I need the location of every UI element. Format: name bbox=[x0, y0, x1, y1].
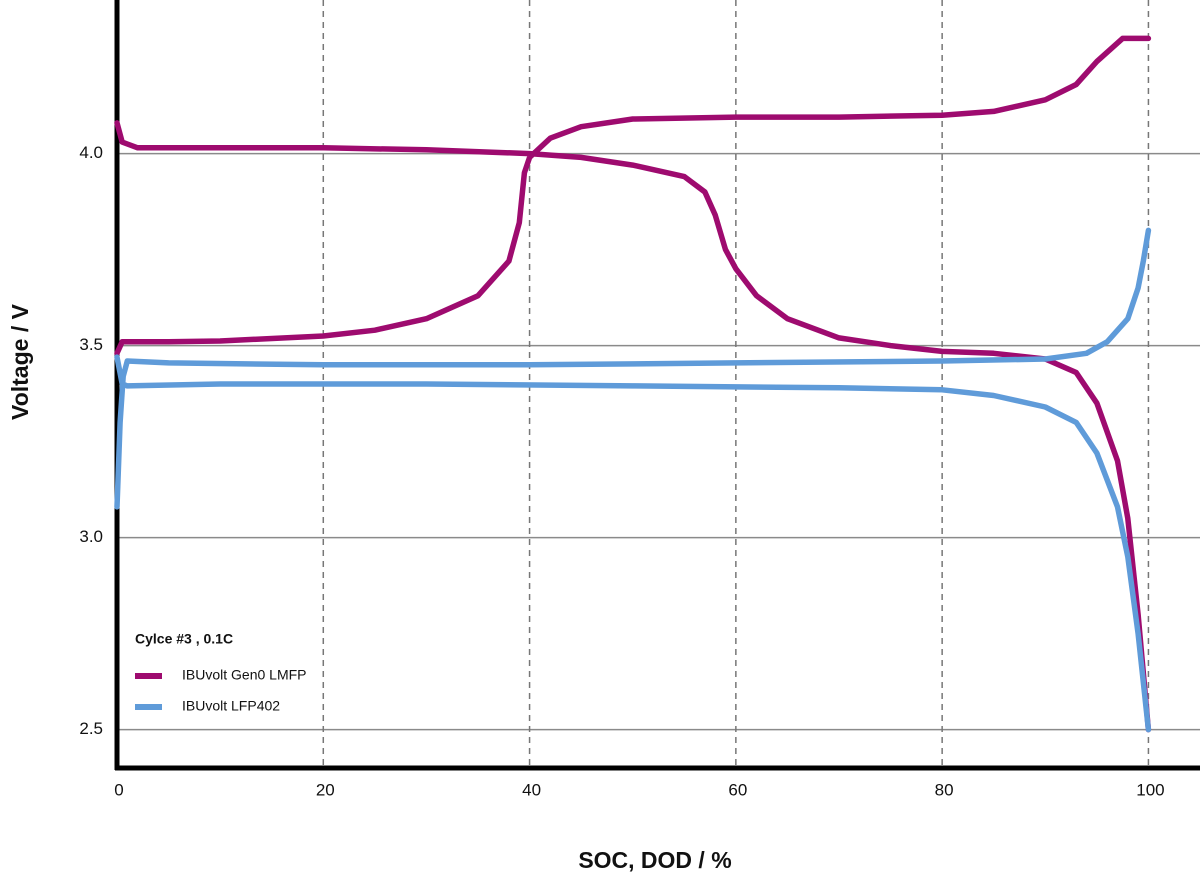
x-tick-label: 60 bbox=[728, 780, 747, 799]
y-tick-label: 4.0 bbox=[79, 143, 103, 162]
y-tick-label: 3.5 bbox=[79, 335, 103, 354]
series-line bbox=[114, 227, 1152, 733]
x-axis-label: SOC, DOD / % bbox=[578, 847, 731, 873]
y-axis-label: Voltage / V bbox=[7, 303, 33, 420]
x-tick-label: 100 bbox=[1136, 780, 1164, 799]
x-tick-label: 0 bbox=[114, 780, 123, 799]
x-tick-label: 40 bbox=[522, 780, 541, 799]
x-tick-label: 80 bbox=[935, 780, 954, 799]
y-tick-label: 3.0 bbox=[79, 527, 103, 546]
legend-label: IBUvolt LFP402 bbox=[182, 698, 280, 714]
x-tick-label: 20 bbox=[316, 780, 335, 799]
legend-title: Cylce #3 , 0.1C bbox=[135, 631, 233, 647]
series-line bbox=[114, 35, 1152, 733]
legend-label: IBUvolt Gen0 LMFP bbox=[182, 667, 307, 683]
y-tick-label: 2.5 bbox=[79, 719, 103, 738]
